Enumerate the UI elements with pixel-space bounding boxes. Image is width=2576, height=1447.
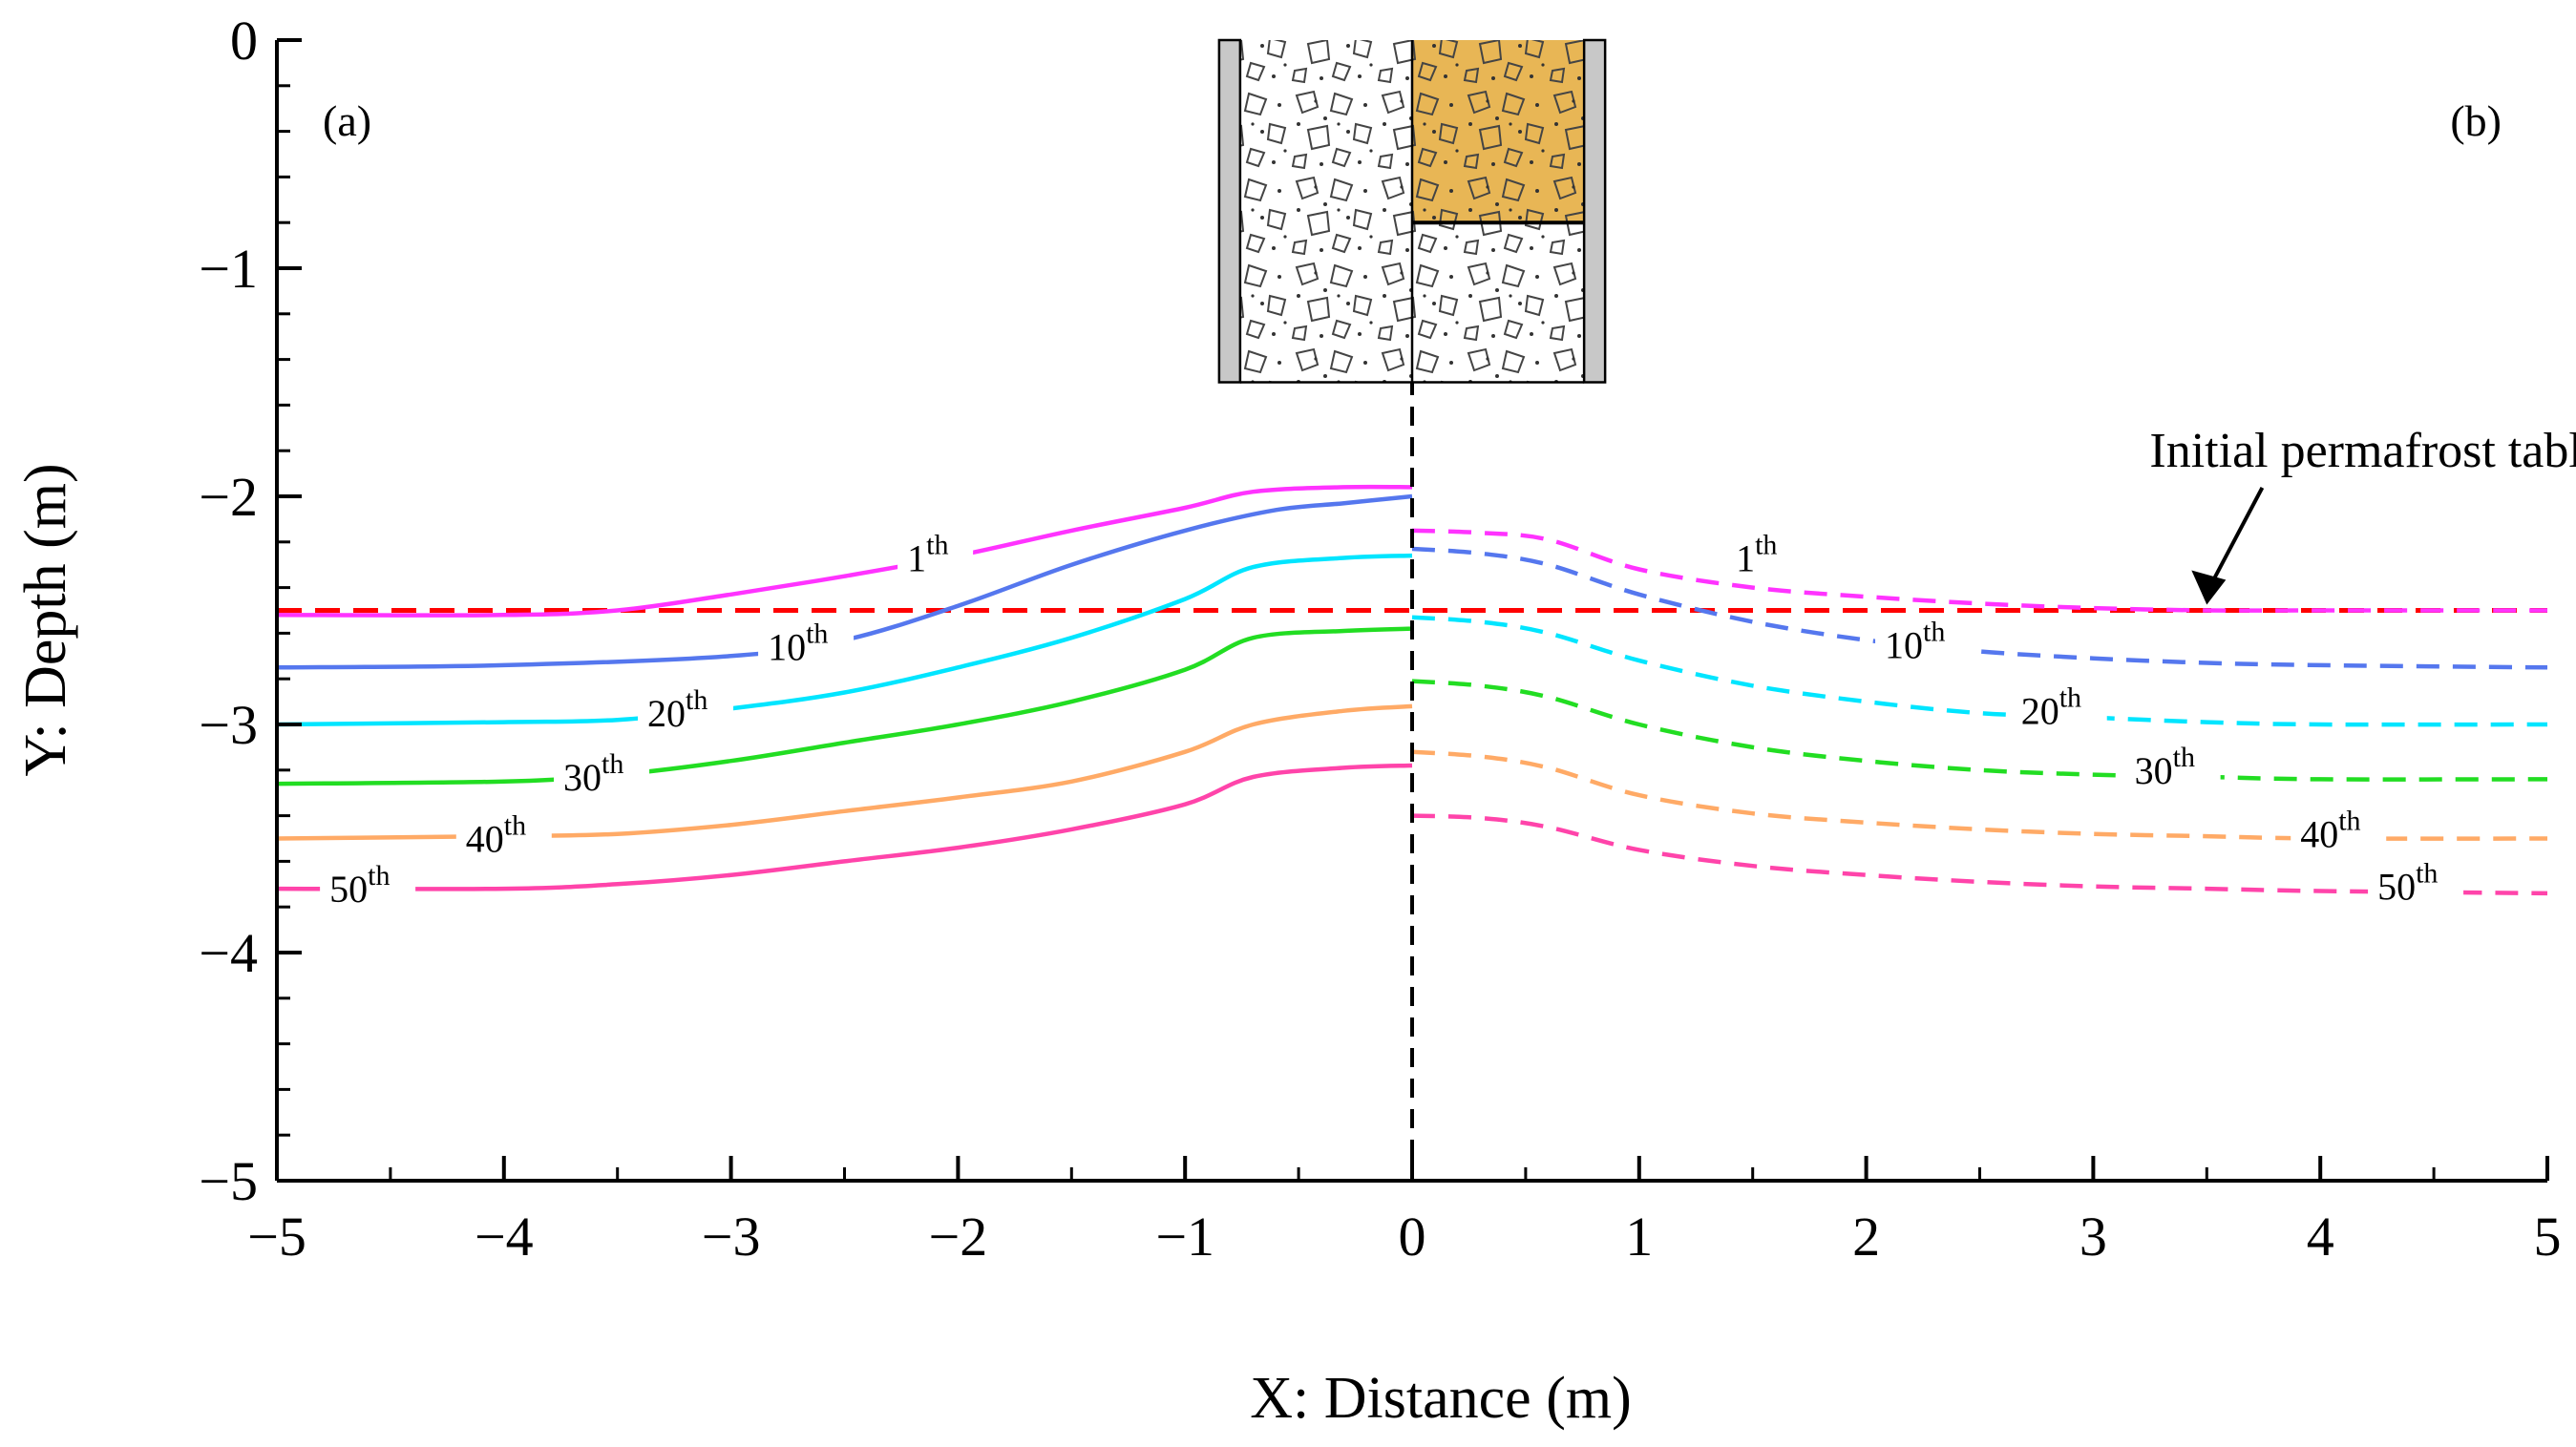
curve-label-left-50th: 50th: [320, 860, 416, 911]
panel-label-a: (a): [323, 96, 371, 145]
x-tick-label: 0: [1399, 1206, 1426, 1268]
curve-label-text: 20th: [2021, 682, 2081, 733]
curve-label-right-10th: 10th: [1875, 616, 1972, 666]
curve-left-10th: [277, 493, 1413, 670]
schematic-right-wall: [1582, 38, 1607, 384]
curve-label-bg: [2124, 743, 2221, 789]
x-tick-label: −2: [929, 1206, 988, 1268]
curve-label-text: 40th: [2300, 806, 2360, 856]
curve-label-text: 50th: [329, 860, 390, 911]
curve-left-20th: [277, 553, 1413, 727]
curve-label-text: 30th: [2135, 742, 2195, 792]
curve-label-left-30th: 30th: [554, 748, 650, 799]
curve-label-text: 1th: [1736, 530, 1777, 580]
curve-label-bg: [554, 749, 650, 796]
curve-left-30th: [277, 626, 1413, 786]
y-axis-title: Y: Depth (m): [13, 463, 78, 776]
curve-label-text: 1th: [907, 530, 948, 580]
x-tick-label: 1: [1625, 1206, 1653, 1268]
curve-right-20th: [1411, 615, 2547, 727]
x-tick-label: 3: [2080, 1206, 2107, 1268]
curve-label-text: 10th: [768, 619, 828, 669]
curve-label-bg: [2291, 807, 2387, 853]
schematic-left-wall: [1217, 38, 1242, 384]
curve-label-bg: [1726, 531, 1803, 577]
panel-label-b: (b): [2450, 96, 2502, 145]
x-tick-label: −3: [702, 1206, 761, 1268]
curve-right-1th: [1411, 528, 2547, 613]
curve-label-bg: [1875, 618, 1972, 664]
curve-right-10th: [1411, 546, 2547, 670]
curve-label-right-40th: 40th: [2291, 806, 2387, 856]
x-tick-label: 4: [2307, 1206, 2334, 1268]
curve-right-30th: [1411, 679, 2547, 782]
curve-label-bg: [455, 811, 552, 858]
labels: 1th 10th 20th 30th 40th 50th 1th 10th 20th 30th 40…: [320, 96, 2576, 911]
x-axis-title: X: Distance (m): [1250, 1366, 1631, 1431]
y-tick-label: −3: [199, 694, 258, 756]
x-tick-label: 2: [1852, 1206, 1880, 1268]
x-tick-label: −4: [475, 1206, 534, 1268]
curve-label-text: 30th: [563, 748, 623, 799]
curve-label-bg: [897, 531, 974, 577]
y-tick-label: 0: [230, 10, 258, 72]
y-tick-label: −2: [199, 466, 258, 528]
curve-left-40th: [277, 703, 1413, 841]
curve-label-text: 40th: [466, 810, 526, 861]
curve-label-bg: [2368, 859, 2464, 906]
curve-label-left-20th: 20th: [638, 684, 734, 735]
curve-label-bg: [638, 686, 734, 733]
curve-label-right-20th: 20th: [2011, 682, 2107, 733]
curve-label-left-40th: 40th: [455, 810, 552, 861]
curve-label-left-1th: 1th: [897, 530, 974, 580]
curve-label-right-50th: 50th: [2368, 858, 2464, 909]
annotation-permafrost-table: Initial permafrost table: [2149, 424, 2576, 605]
curve-label-text: 20th: [647, 684, 707, 735]
x-tick-label: 5: [2534, 1206, 2562, 1268]
curve-label-left-10th: 10th: [758, 619, 855, 669]
curve-right-40th: [1411, 749, 2547, 841]
curve-left-50th: [277, 763, 1413, 891]
curve-label-right-30th: 30th: [2124, 742, 2221, 792]
curve-label-bg: [2011, 683, 2107, 730]
curve-right-50th: [1411, 813, 2547, 896]
curve-label-text: 50th: [2377, 858, 2438, 909]
curve-label-text: 10th: [1885, 616, 1945, 666]
curve-label-bg: [758, 619, 855, 666]
y-tick-label: −1: [199, 238, 258, 300]
curve-left-1th: [277, 484, 1413, 618]
annotation-arrowhead: [2191, 570, 2227, 605]
annotation-arrow-shaft: [2210, 486, 2265, 583]
y-tick-label: −5: [199, 1150, 258, 1212]
y-tick-label: −4: [199, 922, 258, 984]
curve-label-right-1th: 1th: [1726, 530, 1803, 580]
embankment-schematic: [1217, 38, 1607, 384]
axes: −5 −4 −3 −2 −1 0 1 2 3 4 5 0 −1 −2 −3 −4 −5 X: Distance (…: [13, 10, 2562, 1431]
curve-label-bg: [320, 862, 416, 909]
annotation-text: Initial permafrost table: [2149, 424, 2576, 478]
x-tick-label: −1: [1155, 1206, 1214, 1268]
x-tick-label: −5: [247, 1206, 306, 1268]
